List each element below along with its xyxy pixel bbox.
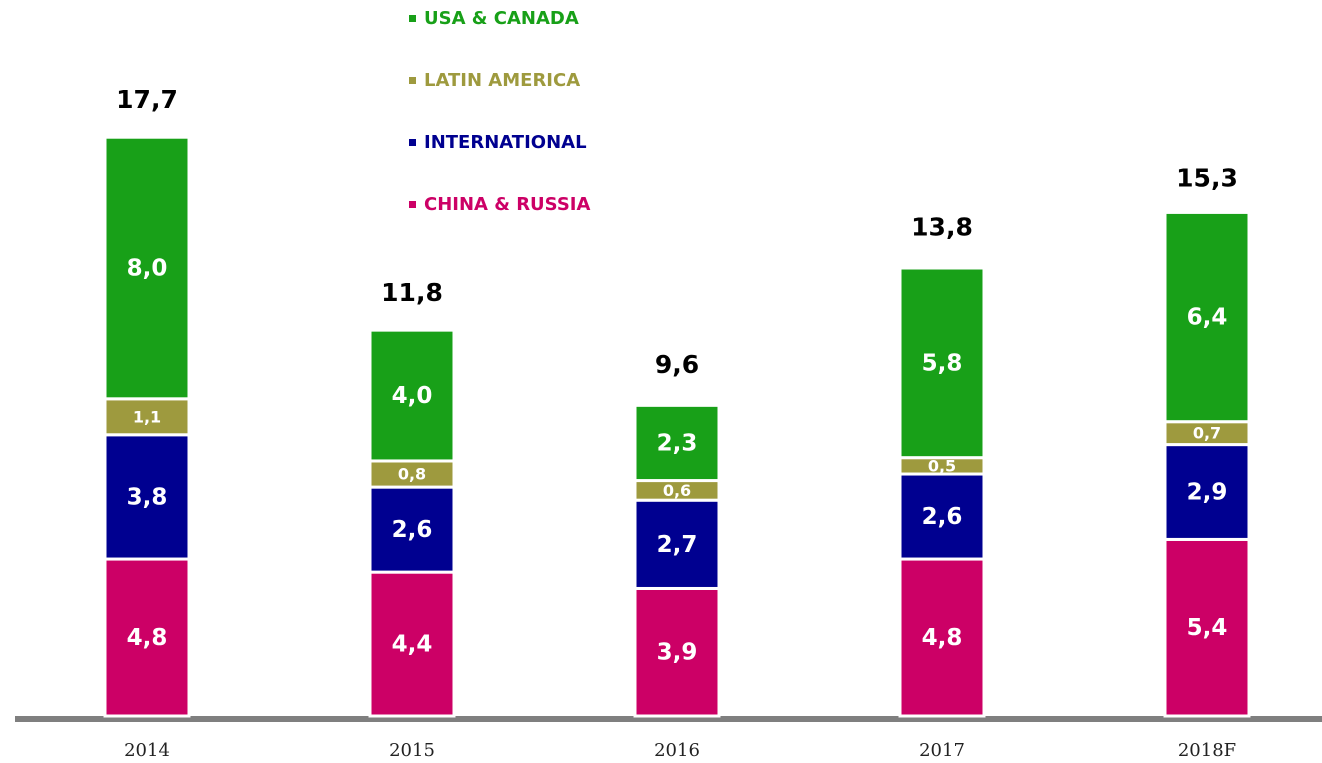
value-label: 8,0: [127, 256, 168, 282]
bar-segment: [633, 403, 721, 483]
value-label: 4,8: [127, 625, 168, 651]
value-label: 2,3: [657, 430, 698, 456]
legend-swatch: [409, 15, 416, 22]
bar-segment: [898, 557, 986, 718]
value-label: 3,8: [127, 484, 168, 510]
total-label: 15,3: [1176, 164, 1238, 193]
value-label: 3,9: [657, 640, 698, 666]
bar-segment: [368, 570, 456, 718]
bar-segment: [368, 485, 456, 574]
value-label: 1,1: [133, 407, 161, 426]
bar-segment: [1163, 443, 1251, 541]
x-tick-label: 2017: [919, 740, 965, 761]
legend-label: LATIN AMERICA: [424, 70, 580, 91]
value-label: 4,4: [392, 632, 433, 658]
x-tick-label: 2018F: [1178, 740, 1236, 761]
bar-segment: [103, 135, 191, 401]
bar-segment: [1163, 210, 1251, 424]
total-label: 17,7: [116, 85, 178, 114]
value-label: 2,9: [1187, 480, 1228, 506]
value-label: 0,5: [928, 456, 956, 475]
value-label: 6,4: [1187, 305, 1228, 331]
x-tick-label: 2015: [389, 740, 435, 761]
value-label: 2,7: [657, 532, 698, 558]
bar-segment: [103, 557, 191, 718]
total-label: 11,8: [381, 278, 443, 307]
value-label: 0,7: [1193, 424, 1221, 443]
bar-segment: [633, 586, 721, 718]
bar-segment: [368, 459, 456, 489]
legend-label: INTERNATIONAL: [424, 132, 587, 153]
value-label: 2,6: [922, 504, 963, 530]
bar-segment: [898, 472, 986, 561]
legend-label: CHINA & RUSSIA: [424, 194, 590, 215]
value-label: 4,8: [922, 625, 963, 651]
value-label: 0,8: [398, 465, 426, 484]
bar-segment: [1163, 537, 1251, 718]
value-label: 2,6: [392, 517, 433, 543]
legend-swatch: [409, 77, 416, 84]
value-label: 0,6: [663, 481, 691, 500]
x-tick-label: 2016: [654, 740, 700, 761]
value-label: 5,8: [922, 350, 963, 376]
bar-segment: [633, 498, 721, 590]
legend-swatch: [409, 139, 416, 146]
total-label: 13,8: [911, 213, 973, 242]
legend-label: USA & CANADA: [424, 8, 579, 29]
x-tick-label: 2014: [124, 740, 170, 761]
value-label: 5,4: [1187, 615, 1228, 641]
total-label: 9,6: [655, 350, 699, 379]
legend-swatch: [409, 201, 416, 208]
value-label: 4,0: [392, 383, 433, 409]
bar-segment: [368, 328, 456, 463]
bar-segment: [898, 266, 986, 460]
bar-segment: [103, 433, 191, 561]
